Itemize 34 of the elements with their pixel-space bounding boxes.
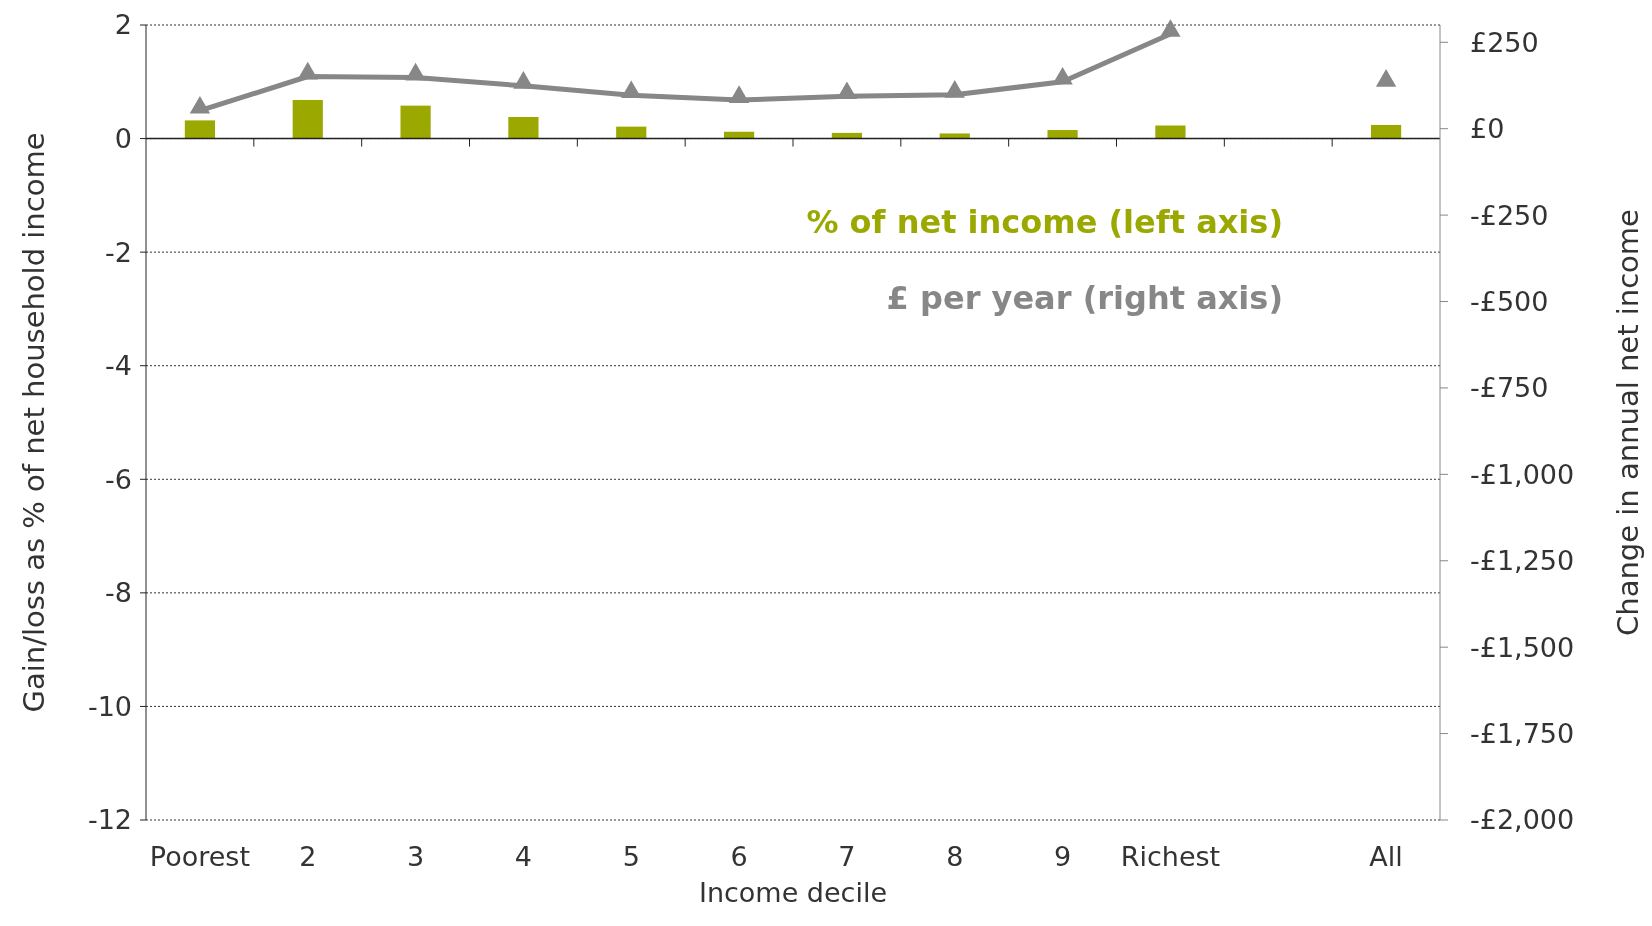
x-tick-label: 4 xyxy=(514,841,533,872)
y2-tick-label: £0 xyxy=(1470,113,1505,145)
x-tick-label: Richest xyxy=(1120,841,1221,872)
x-tick-label: Poorest xyxy=(149,841,250,872)
y2-tick-label: -£1,000 xyxy=(1470,458,1575,490)
y2-tick-label: -£2,000 xyxy=(1470,804,1575,836)
y-tick-label: 2 xyxy=(114,9,132,41)
text: % of net income (left axis) xyxy=(806,203,1283,241)
x-axis-title: Income decile xyxy=(698,877,888,908)
y-tick-label: -2 xyxy=(105,236,132,268)
y-tick-label: -4 xyxy=(105,350,132,382)
y2-tick-label: £250 xyxy=(1470,26,1539,58)
x-tick-label: 8 xyxy=(946,841,964,872)
y2-tick-label: -£250 xyxy=(1470,199,1549,231)
x-tick-label: 3 xyxy=(406,841,425,872)
x-tick-label: 9 xyxy=(1053,841,1072,872)
y-axis-title: Gain/loss as % of net household income xyxy=(17,132,51,713)
x-tick-label: 7 xyxy=(838,841,856,872)
y-tick-label: -6 xyxy=(105,463,132,495)
y2-axis-title: Change in annual net income xyxy=(1611,209,1645,636)
x-tick-label: All xyxy=(1369,841,1403,872)
y-tick-label: -12 xyxy=(87,804,132,836)
y-tick-label: 0 xyxy=(114,123,132,155)
y2-tick-label: -£1,500 xyxy=(1470,631,1575,663)
text: £ per year (right axis) xyxy=(886,279,1283,317)
y2-tick-label: -£500 xyxy=(1470,285,1549,317)
y2-tick-label: -£750 xyxy=(1470,372,1549,404)
y2-tick-label: -£1,250 xyxy=(1470,545,1575,577)
x-tick-label: 2 xyxy=(299,841,317,872)
y-tick-label: -10 xyxy=(87,690,132,722)
x-tick-label: 5 xyxy=(622,841,640,872)
y2-tick-label: -£1,750 xyxy=(1470,718,1575,750)
x-tick-label: 6 xyxy=(730,841,748,872)
y-tick-label: -8 xyxy=(105,577,132,609)
